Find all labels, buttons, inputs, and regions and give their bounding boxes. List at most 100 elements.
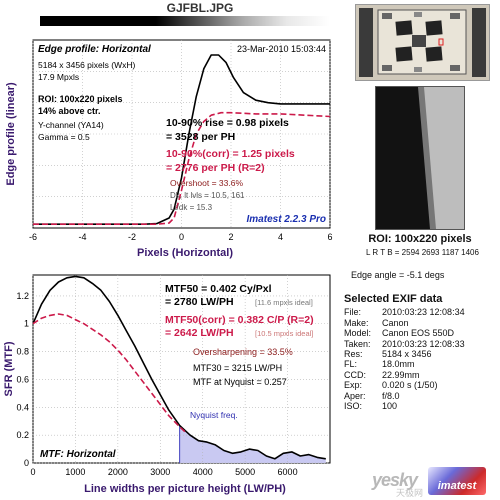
mtf50-text-2: = 2780 LW/PH (165, 296, 234, 308)
x-tick-label: 3000 (150, 467, 170, 477)
mtf50corr-ideal: [10.5 mpxls ideal] (255, 329, 313, 338)
edge-x-axis-label: Pixels (Horizontal) (137, 247, 233, 259)
x-tick-label: 2000 (108, 467, 128, 477)
exif-key: CCD: (344, 369, 366, 380)
exif-value: Canon (382, 317, 409, 328)
edge-y-axis-label: Edge profile (linear) (5, 82, 17, 186)
y-tick-label: 1.2 (16, 291, 29, 301)
exif-rows: File: 2010:03:23 12:08:34 Make: Canon Model:… (344, 307, 465, 411)
exif-value: 2010:03:23 12:08:33 (382, 338, 465, 349)
exif-row: File: 2010:03:23 12:08:34 (344, 307, 465, 317)
roi-lrtb: L R T B = 2594 2693 1187 1406 (366, 248, 479, 257)
x-tick-label: 6 (327, 232, 332, 242)
watermark-cn: 天极网 (396, 488, 424, 498)
series-line-corrected (33, 111, 331, 225)
nyquist-label: Nyquist freq. (190, 410, 238, 420)
ltdk-text: Lt/dk = 15.3 (170, 203, 213, 212)
roi-edge-image (375, 86, 465, 230)
x-tick-label: 4000 (193, 467, 213, 477)
edge-info-2: 17.9 Mpxls (38, 72, 79, 82)
exif-key: Model: (344, 328, 372, 339)
y-tick-label: 0.2 (16, 430, 29, 440)
mtf30-text: MTF30 = 3215 LW/PH (193, 363, 282, 373)
exif-key: FL: (344, 359, 358, 370)
edge-roi-2: 14% above ctr. (38, 106, 101, 116)
test-chart-thumbnail (355, 4, 490, 81)
series-line-measured (33, 54, 330, 225)
mtf-x-axis-label: Line widths per picture height (LW/PH) (84, 483, 286, 495)
imatest-logo-text: imatest (437, 480, 477, 492)
exif-panel: Selected EXIF data File: 2010:03:23 12:08… (344, 293, 465, 411)
exif-key: File: (344, 307, 362, 318)
x-tick-label: -2 (128, 232, 136, 242)
roi-edge-graphic (376, 87, 464, 229)
window-title: GJFBL.JPG (166, 1, 234, 15)
y-tick-label: 0.4 (16, 402, 29, 412)
exif-row: Make: Canon (344, 318, 465, 328)
edge-angle: Edge angle = -5.1 degs (351, 270, 445, 280)
mtf50-ideal: [11.6 mpxls ideal] (255, 298, 313, 307)
beyond-nyquist-area (179, 425, 326, 463)
y-tick-label: 0 (24, 458, 29, 468)
exif-row: Exp: 0.020 s (1/50) (344, 380, 465, 390)
x-tick-label: -6 (29, 232, 37, 242)
edge-channel: Y-channel (YA14) (38, 120, 104, 130)
mtf-chart-title: MTF: Horizontal (40, 449, 116, 460)
series-line-measured (32, 275, 326, 460)
exif-row: Aper: f/8.0 (344, 391, 465, 401)
roi-label: ROI: 100x220 pixels (368, 233, 472, 245)
series-line-corrected (32, 313, 187, 433)
exif-row: FL: 18.0mm (344, 359, 465, 369)
exif-value: 22.99mm (382, 369, 420, 380)
levels-text: Dk, lt lvls = 10.5, 161 (170, 191, 245, 200)
mtf50corr-text-1: MTF50(corr) = 0.382 C/P (R=2) (165, 314, 314, 326)
exif-row: Model: Canon EOS 550D (344, 328, 465, 338)
mtf50corr-text-2: = 2642 LW/PH (165, 327, 234, 339)
exif-key: ISO: (344, 401, 363, 412)
exif-title: Selected EXIF data (344, 293, 443, 305)
exif-key: Aper: (344, 390, 366, 401)
x-tick-label: 0 (30, 467, 35, 477)
exif-row: Res: 5184 x 3456 (344, 349, 465, 359)
mtf-nyquist-text: MTF at Nyquist = 0.257 (193, 377, 287, 387)
exif-value: 18.0mm (382, 359, 415, 370)
x-tick-label: -4 (78, 232, 86, 242)
exif-value: f/8.0 (382, 390, 400, 401)
test-chart-image (356, 5, 489, 80)
rise-corr-text-1: 10-90%(corr) = 1.25 pixels (166, 148, 295, 160)
exif-row: CCD: 22.99mm (344, 370, 465, 380)
mtf-y-axis-label: SFR (MTF) (3, 341, 15, 396)
rise-text-1: 10-90% rise = 0.98 pixels (166, 117, 289, 129)
imatest-version: Imatest 2.2.3 Pro (247, 214, 326, 225)
exif-key: Taken: (344, 338, 371, 349)
edge-chart-date: 23-Mar-2010 15:03:44 (237, 44, 326, 54)
y-tick-label: 0.6 (16, 374, 29, 384)
y-tick-label: 0.8 (16, 347, 29, 357)
overshoot-text: Overshoot = 33.6% (170, 178, 243, 188)
mtf-chart: 0 1000 2000 3000 4000 5000 6000 0 0.2 0.4 0.6 0.8 1 1… (3, 274, 331, 495)
x-tick-label: 1000 (65, 467, 85, 477)
watermark-site: yesky (372, 470, 418, 490)
mtf50-text-1: MTF50 = 0.402 Cy/Pxl (165, 283, 272, 295)
x-tick-label: 5000 (235, 467, 255, 477)
x-tick-label: 6000 (278, 467, 298, 477)
exif-key: Make: (344, 317, 369, 328)
edge-gradient-strip (40, 16, 330, 26)
x-tick-label: 0 (179, 232, 184, 242)
exif-value: 100 (382, 401, 398, 412)
x-tick-label: 4 (278, 232, 283, 242)
exif-key: Res: (344, 349, 363, 360)
edge-info-1: 5184 x 3456 pixels (WxH) (38, 60, 135, 70)
imatest-logo: imatest (428, 467, 486, 495)
exif-value: Canon EOS 550D (382, 328, 455, 339)
exif-value: 0.020 s (1/50) (382, 380, 438, 391)
exif-value: 5184 x 3456 (382, 349, 432, 360)
exif-row: ISO: 100 (344, 401, 465, 411)
exif-key: Exp: (344, 380, 363, 391)
edge-chart-title: Edge profile: Horizontal (38, 44, 151, 55)
y-tick-label: 1 (24, 319, 29, 329)
rise-text-2: = 3528 per PH (166, 131, 235, 143)
edge-profile-chart: -6 -4 -2 0 2 4 6 Edge profile: Horizontal 23-M… (5, 39, 333, 259)
exif-value: 2010:03:23 12:08:34 (382, 307, 465, 318)
edge-roi-1: ROI: 100x220 pixels (38, 94, 123, 104)
